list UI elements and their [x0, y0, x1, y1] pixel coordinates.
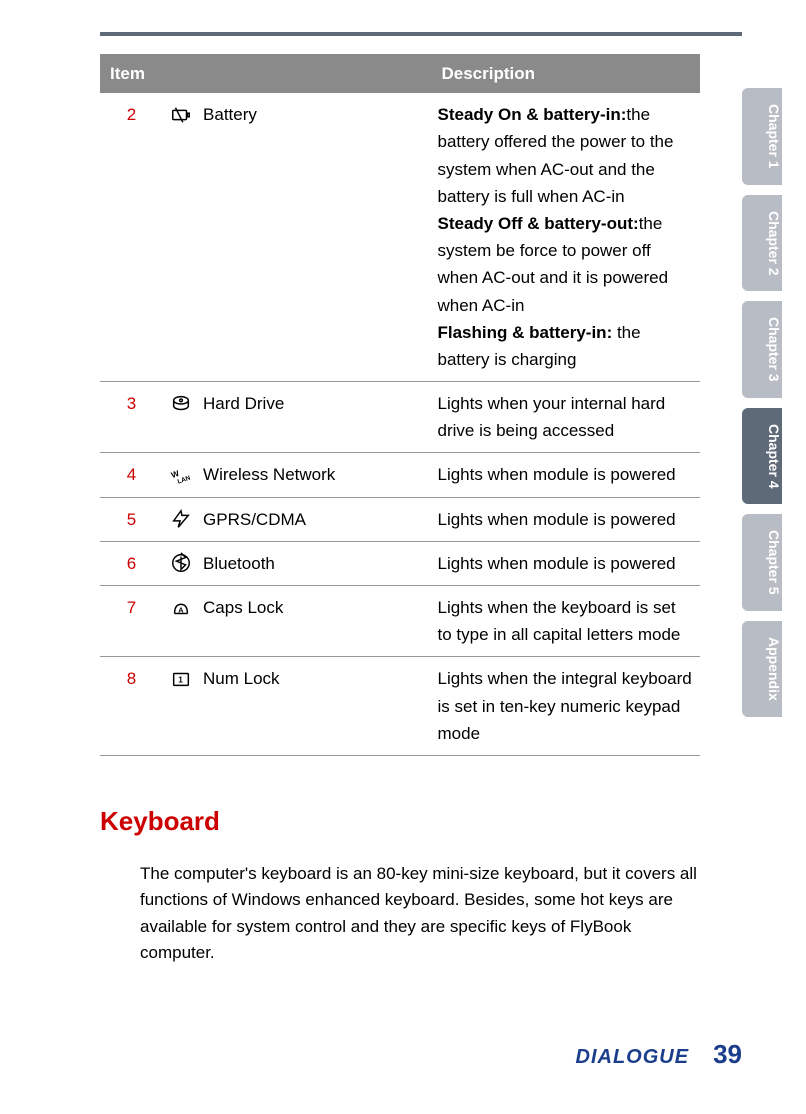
item-number: 3: [100, 382, 163, 453]
item-label: Wireless Network: [203, 461, 335, 488]
item-label: GPRS/CDMA: [203, 506, 306, 533]
table-row: 3 Hard Drive Lights when your internal har…: [100, 382, 700, 453]
chapter-tab[interactable]: Chapter 4: [742, 408, 782, 505]
table-row: 7 Caps Lock Lights when the keyboard is se…: [100, 586, 700, 657]
item-description: Lights when module is powered: [432, 497, 701, 541]
item-cell: Num Lock: [163, 657, 431, 756]
col-header-item: Item: [100, 54, 432, 93]
chapter-tab[interactable]: Chapter 5: [742, 514, 782, 611]
item-description: Lights when module is powered: [432, 453, 701, 497]
top-divider: [100, 32, 742, 36]
item-cell: Caps Lock: [163, 586, 431, 657]
item-cell: GPRS/CDMA: [163, 497, 431, 541]
table-row: 4 Wireless Network Lights when module is p…: [100, 453, 700, 497]
item-cell: Battery: [163, 93, 431, 381]
item-label: Hard Drive: [203, 390, 284, 417]
num-lock-icon: [169, 667, 193, 691]
item-number: 8: [100, 657, 163, 756]
brand-logo: DIALOGUE: [576, 1046, 690, 1069]
chapter-tab[interactable]: Chapter 2: [742, 195, 782, 292]
battery-icon: [169, 103, 193, 127]
col-header-description: Description: [432, 54, 701, 93]
main-content: Item Description 2 Battery Steady On & bat…: [100, 54, 700, 966]
item-description: Steady On & battery-in:the battery offer…: [432, 93, 701, 381]
item-number: 7: [100, 586, 163, 657]
chapter-tabs: Chapter 1 Chapter 2 Chapter 3 Chapter 4 Chap…: [742, 88, 782, 717]
item-description: Lights when the integral keyboard is set…: [432, 657, 701, 756]
table-row: 2 Battery Steady On & battery-in:the batte…: [100, 93, 700, 381]
item-label: Battery: [203, 101, 257, 128]
section-title: Keyboard: [100, 806, 700, 837]
item-description: Lights when your internal hard drive is …: [432, 382, 701, 453]
item-label: Caps Lock: [203, 594, 283, 621]
bluetooth-icon: [169, 551, 193, 575]
table-row: 8 Num Lock Lights when the integral keyboa…: [100, 657, 700, 756]
item-cell: Wireless Network: [163, 453, 431, 497]
footer: DIALOGUE 39: [576, 1039, 742, 1070]
item-number: 5: [100, 497, 163, 541]
gprs-icon: [169, 507, 193, 531]
caps-lock-icon: [169, 596, 193, 620]
item-number: 4: [100, 453, 163, 497]
section-body: The computer's keyboard is an 80-key min…: [140, 861, 700, 966]
item-number: 2: [100, 93, 163, 381]
page-number: 39: [713, 1039, 742, 1070]
chapter-tab[interactable]: Chapter 1: [742, 88, 782, 185]
table-row: 6 Bluetooth Lights when module is powered: [100, 541, 700, 585]
table-row: 5 GPRS/CDMA Lights when module is powered: [100, 497, 700, 541]
item-label: Bluetooth: [203, 550, 275, 577]
item-description: Lights when module is powered: [432, 541, 701, 585]
item-cell: Bluetooth: [163, 541, 431, 585]
wlan-icon: [169, 463, 193, 487]
item-description: Lights when the keyboard is set to type …: [432, 586, 701, 657]
item-cell: Hard Drive: [163, 382, 431, 453]
item-number: 6: [100, 541, 163, 585]
item-label: Num Lock: [203, 665, 280, 692]
indicators-table: Item Description 2 Battery Steady On & bat…: [100, 54, 700, 756]
chapter-tab[interactable]: Appendix: [742, 621, 782, 717]
hard-drive-icon: [169, 392, 193, 416]
chapter-tab[interactable]: Chapter 3: [742, 301, 782, 398]
